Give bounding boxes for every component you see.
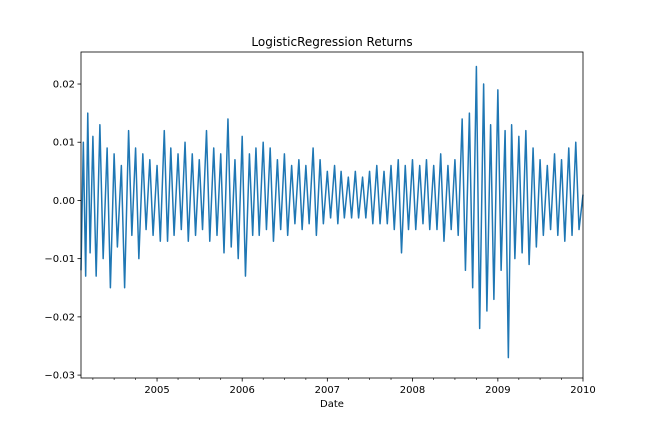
y-tick-label: 0.02 bbox=[53, 80, 75, 91]
axes-frame bbox=[80, 51, 584, 379]
x-tick-label: 2010 bbox=[570, 385, 595, 396]
x-tick-label: 2008 bbox=[400, 385, 425, 396]
y-tick-label: 0.00 bbox=[53, 196, 75, 207]
x-axis: 2005 2006 2007 2008 2009 2010 bbox=[92, 378, 596, 396]
x-tick-label: 2009 bbox=[485, 385, 510, 396]
series-layer bbox=[80, 65, 584, 359]
y-tick-label: −0.02 bbox=[44, 312, 75, 323]
x-tick-label: 2005 bbox=[144, 385, 169, 396]
series-line bbox=[80, 65, 584, 359]
y-tick-label: −0.01 bbox=[44, 254, 75, 265]
plot-area bbox=[80, 51, 584, 379]
x-tick-label: 2007 bbox=[315, 385, 340, 396]
chart-title: LogisticRegression Returns bbox=[251, 35, 412, 49]
y-tick-label: −0.03 bbox=[44, 371, 75, 382]
x-axis-title: Date bbox=[320, 399, 344, 410]
y-tick-label: 0.01 bbox=[53, 138, 75, 149]
y-axis: 0.02 0.01 0.00 −0.01 −0.02 −0.03 bbox=[44, 80, 81, 382]
x-tick-label: 2006 bbox=[229, 385, 254, 396]
